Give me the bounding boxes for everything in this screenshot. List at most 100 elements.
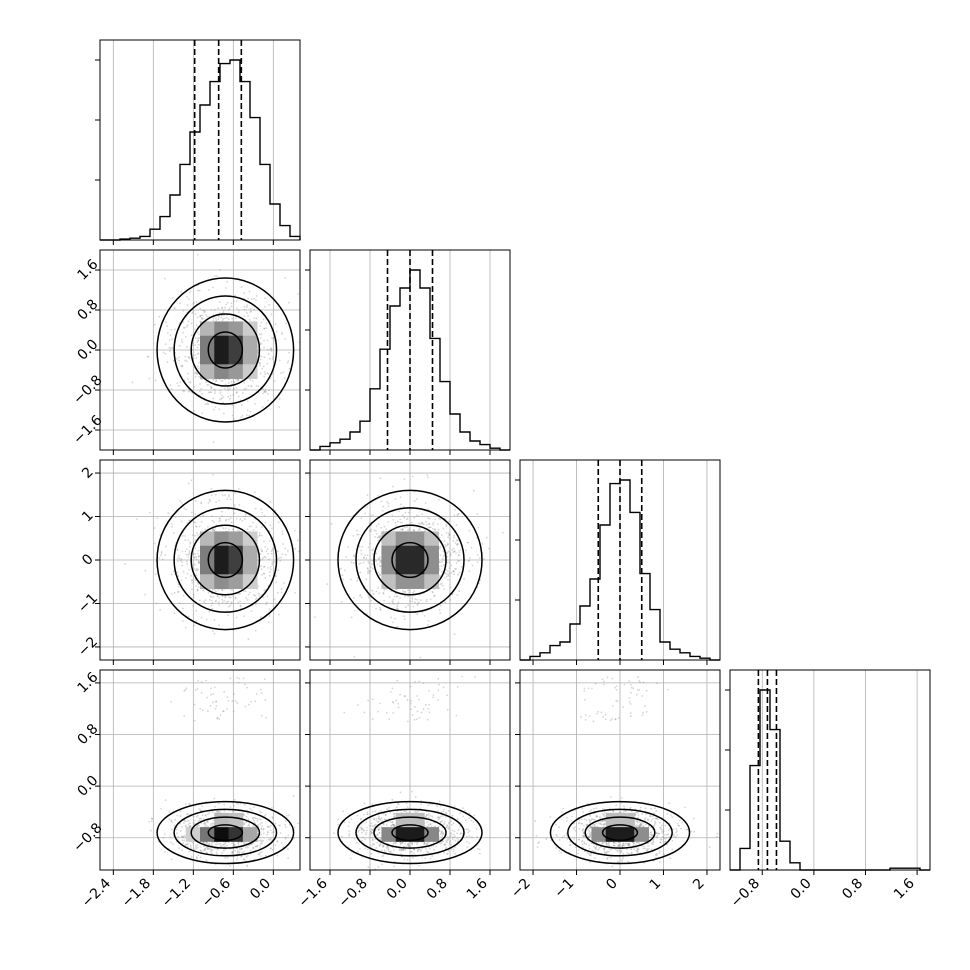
- sample-point: [178, 847, 181, 850]
- sample-point: [369, 514, 372, 517]
- sample-point: [444, 601, 447, 603]
- sample-point: [379, 609, 382, 611]
- sample-point: [183, 507, 186, 510]
- sample-point: [437, 517, 440, 520]
- sample-point: [225, 602, 227, 605]
- sample-point: [202, 589, 205, 592]
- sample-point: [221, 601, 224, 604]
- sample-point: [284, 820, 287, 822]
- sample-point: [200, 680, 203, 683]
- sample-point: [468, 529, 471, 532]
- sample-point: [194, 579, 197, 582]
- sample-point: [371, 718, 374, 721]
- sample-point: [148, 377, 151, 380]
- sample-point: [399, 597, 401, 599]
- sample-point: [267, 621, 270, 624]
- sample-point: [438, 547, 441, 550]
- sample-point: [458, 551, 461, 553]
- sample-point: [162, 351, 165, 354]
- sample-point: [195, 585, 197, 587]
- panel-1-1: [305, 249, 511, 455]
- sample-point: [359, 562, 362, 565]
- sample-point: [391, 601, 394, 604]
- sample-point: [365, 557, 368, 560]
- sample-point: [385, 824, 388, 826]
- sample-point: [439, 583, 442, 586]
- sample-point: [229, 394, 232, 397]
- sample-point: [449, 552, 452, 554]
- sample-point: [193, 521, 195, 524]
- sample-point: [450, 832, 453, 835]
- sample-point: [400, 853, 402, 855]
- sample-point: [239, 607, 242, 610]
- sample-point: [239, 518, 242, 520]
- contour-1: [173, 507, 278, 613]
- sample-point: [438, 561, 441, 564]
- sample-point: [187, 539, 190, 542]
- sample-point: [218, 517, 221, 520]
- sample-point: [183, 715, 186, 718]
- sample-point: [420, 711, 423, 714]
- sample-point: [173, 824, 176, 827]
- sample-point: [181, 341, 184, 343]
- sample-point: [477, 526, 480, 529]
- sample-point: [370, 563, 373, 566]
- sample-point: [383, 599, 386, 602]
- sample-point: [406, 806, 409, 808]
- sample-point: [221, 510, 224, 513]
- sample-point: [376, 563, 379, 566]
- sample-point: [372, 843, 375, 845]
- sample-point: [229, 517, 232, 520]
- sample-point: [188, 291, 191, 294]
- sample-point: [358, 545, 361, 548]
- sample-point: [358, 563, 361, 565]
- sample-point: [211, 528, 214, 531]
- sample-point: [453, 830, 456, 833]
- sample-point: [264, 521, 267, 524]
- density-cell: [242, 335, 258, 351]
- sample-point: [356, 533, 358, 536]
- sample-point: [378, 831, 381, 834]
- sample-point: [200, 387, 203, 390]
- sample-point: [447, 849, 450, 852]
- sample-point: [387, 806, 390, 809]
- sample-point: [388, 596, 391, 598]
- sample-point: [181, 550, 184, 553]
- sample-point: [226, 498, 229, 501]
- sample-point: [231, 810, 234, 813]
- sample-point: [207, 848, 209, 851]
- sample-point: [196, 253, 199, 256]
- sample-point: [196, 341, 199, 343]
- sample-point: [416, 710, 419, 713]
- sample-point: [419, 523, 422, 526]
- sample-point: [439, 518, 442, 521]
- sample-point: [399, 518, 402, 521]
- sample-point: [193, 563, 196, 566]
- sample-point: [227, 395, 230, 398]
- sample-point: [643, 845, 645, 848]
- sample-point: [446, 708, 449, 711]
- sample-point: [439, 604, 442, 607]
- sample-point: [184, 626, 187, 629]
- sample-point: [194, 513, 197, 515]
- sample-point: [170, 700, 173, 703]
- sample-point: [263, 540, 265, 543]
- sample-point: [266, 833, 269, 836]
- sample-point: [188, 357, 191, 360]
- sample-point: [284, 823, 287, 826]
- sample-point: [199, 307, 202, 310]
- sample-point: [183, 390, 186, 393]
- sample-point: [200, 817, 202, 820]
- sample-point: [405, 849, 407, 851]
- sample-point: [350, 818, 353, 820]
- sample-point: [359, 571, 362, 574]
- sample-point: [176, 548, 179, 551]
- sample-point: [227, 508, 230, 511]
- sample-point: [193, 385, 196, 388]
- sample-point: [213, 388, 216, 391]
- sample-point: [382, 593, 385, 595]
- sample-point: [588, 810, 591, 813]
- sample-point: [397, 706, 400, 709]
- sample-point: [195, 856, 198, 858]
- sample-point: [274, 822, 277, 825]
